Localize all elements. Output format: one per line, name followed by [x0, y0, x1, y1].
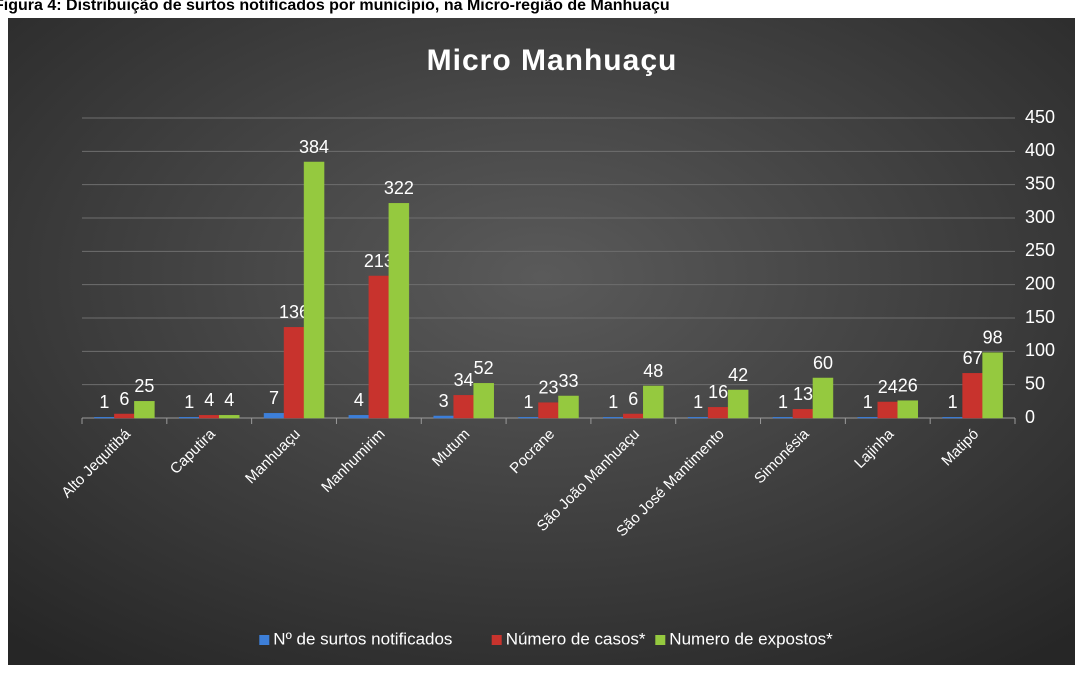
- bar: [558, 395, 579, 419]
- bar: [518, 417, 539, 419]
- value-label: 25: [134, 376, 154, 396]
- bar: [942, 417, 963, 419]
- bar: [368, 275, 390, 419]
- value-label: 4: [354, 390, 364, 410]
- bar: [134, 401, 155, 419]
- value-label: 1: [608, 392, 618, 412]
- bar: [877, 401, 899, 419]
- y-tick-label: 400: [1025, 140, 1055, 160]
- value-label: 1: [948, 392, 958, 412]
- chart-title: Micro Manhuaçu: [427, 44, 678, 77]
- bar: [643, 385, 664, 419]
- bar: [178, 417, 200, 419]
- value-label: 7: [269, 388, 279, 408]
- bar: [218, 415, 240, 419]
- y-tick-label: 250: [1025, 240, 1055, 260]
- value-label: 33: [558, 371, 578, 391]
- legend-label: Numero de expostos*: [669, 629, 833, 648]
- value-label: 1: [693, 392, 703, 412]
- bar: [263, 413, 285, 419]
- y-tick-label: 300: [1025, 207, 1055, 227]
- value-label: 16: [708, 382, 728, 402]
- y-tick-label: 450: [1025, 107, 1055, 127]
- bar: [727, 389, 749, 419]
- value-label: 4: [224, 390, 234, 410]
- legend-swatch: [491, 635, 502, 645]
- value-label: 13: [793, 384, 813, 404]
- bar: [812, 377, 834, 419]
- value-label: 42: [728, 365, 748, 385]
- bar: [962, 373, 983, 419]
- value-label: 1: [99, 392, 109, 412]
- value-label: 67: [963, 348, 983, 368]
- bar: [623, 413, 644, 419]
- bar: [348, 415, 370, 419]
- value-label: 60: [813, 353, 833, 373]
- value-label: 34: [454, 370, 474, 390]
- bar: [94, 417, 115, 419]
- bar: [473, 383, 494, 419]
- bar: [433, 415, 454, 419]
- legend-label: Nº de surtos notificados: [273, 629, 452, 648]
- bar: [857, 417, 879, 419]
- y-tick-label: 200: [1025, 273, 1055, 293]
- chart-area: [8, 18, 1075, 665]
- value-label: 384: [299, 137, 329, 157]
- bar: [982, 352, 1003, 419]
- value-label: 1: [778, 392, 788, 412]
- bar: [707, 407, 729, 419]
- bar: [687, 417, 709, 419]
- value-label: 6: [119, 389, 129, 409]
- caption: Figura 4: Distribuição de surtos notific…: [0, 0, 670, 14]
- y-tick-label: 0: [1025, 407, 1035, 427]
- value-label: 6: [628, 389, 638, 409]
- value-label: 213: [364, 251, 394, 271]
- value-label: 23: [538, 377, 558, 397]
- bar: [388, 203, 410, 419]
- value-label: 3: [439, 391, 449, 411]
- legend-label: Número de casos*: [506, 629, 646, 648]
- value-label: 24: [878, 377, 898, 397]
- value-label: 98: [983, 327, 1003, 347]
- bar: [792, 409, 814, 419]
- bar: [283, 327, 305, 419]
- bar: [198, 415, 220, 419]
- y-tick-label: 100: [1025, 340, 1055, 360]
- value-label: 26: [898, 375, 918, 395]
- bar: [897, 400, 919, 419]
- bar: [114, 413, 135, 419]
- value-label: 48: [643, 361, 663, 381]
- y-tick-label: 50: [1025, 373, 1045, 393]
- value-label: 52: [474, 358, 494, 378]
- y-tick-label: 350: [1025, 173, 1055, 193]
- value-label: 322: [384, 178, 414, 198]
- value-label: 1: [863, 392, 873, 412]
- bar: [453, 395, 474, 419]
- value-label: 136: [279, 302, 309, 322]
- bar: [538, 402, 559, 419]
- y-tick-label: 150: [1025, 307, 1055, 327]
- bar: [772, 417, 794, 419]
- legend-swatch: [655, 635, 666, 645]
- value-label: 4: [204, 390, 214, 410]
- legend-swatch: [259, 635, 270, 645]
- value-label: 1: [184, 392, 194, 412]
- bar: [303, 161, 325, 419]
- value-label: 1: [523, 392, 533, 412]
- bar: [603, 417, 624, 419]
